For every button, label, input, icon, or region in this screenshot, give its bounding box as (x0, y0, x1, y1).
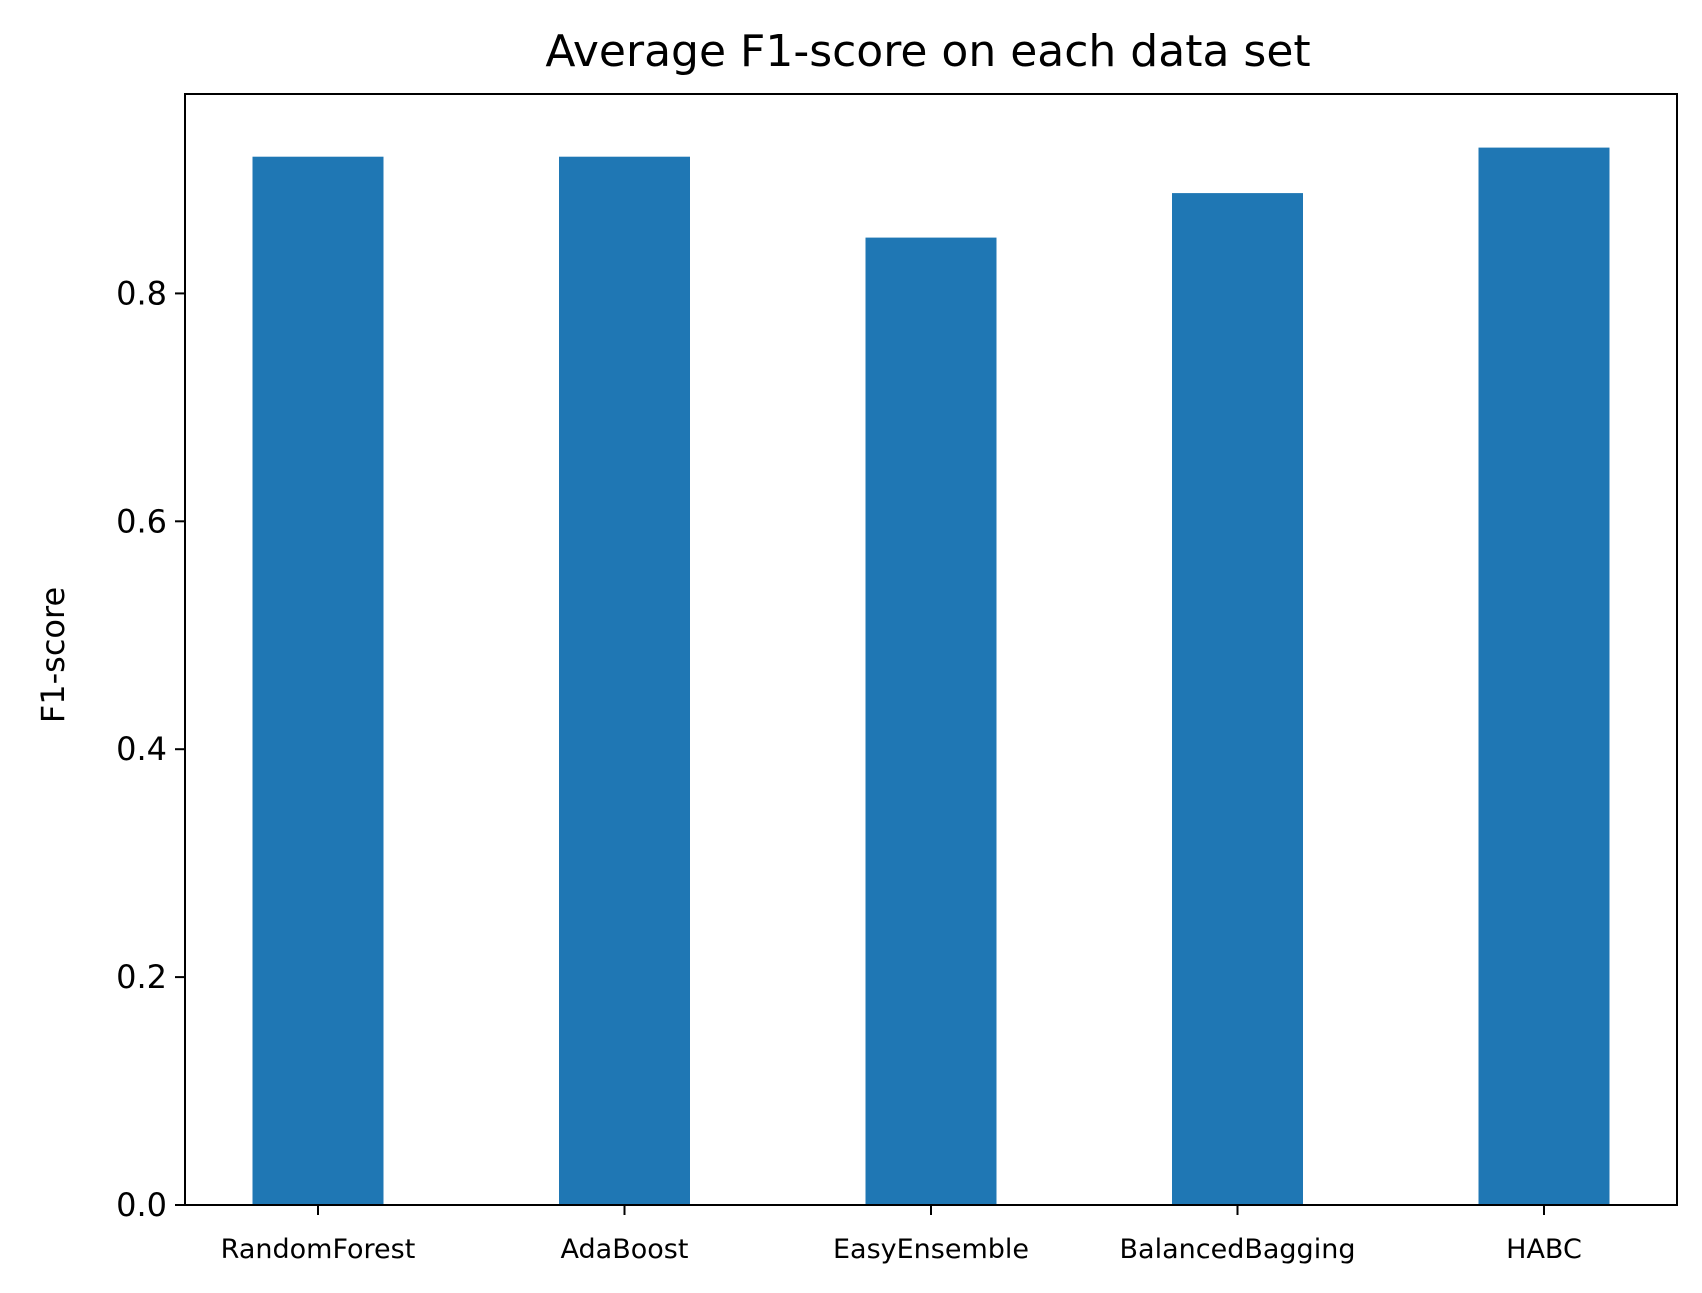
y-tick-label: 0.0 (116, 1186, 167, 1224)
chart-title: Average F1-score on each data set (545, 26, 1310, 77)
bar-randomforest (252, 156, 384, 1206)
bar-balancedbagging (1172, 193, 1303, 1206)
x-tick-label: AdaBoost (561, 1234, 689, 1265)
y-tick-label: 0.4 (116, 730, 167, 768)
y-axis-ticks: 0.0 0.2 0.4 0.6 0.8 (116, 274, 185, 1224)
y-axis-label: F1-score (34, 587, 72, 723)
x-tick-label: RandomForest (221, 1234, 416, 1265)
y-tick-label: 0.8 (116, 274, 167, 312)
bar-adaboost (559, 156, 690, 1206)
bar-easyensemble (865, 237, 997, 1206)
y-tick-label: 0.6 (116, 502, 167, 540)
y-tick-label: 0.2 (116, 958, 167, 996)
x-tick-label: HABC (1506, 1234, 1582, 1265)
plot-frame (184, 93, 1678, 1206)
x-axis-ticks: RandomForest AdaBoost EasyEnsemble Balanced… (221, 1205, 1582, 1265)
x-tick-label: EasyEnsemble (833, 1234, 1029, 1265)
bars-group (252, 147, 1610, 1206)
x-tick-label: BalancedBagging (1120, 1234, 1356, 1265)
bar-habc (1478, 147, 1610, 1206)
